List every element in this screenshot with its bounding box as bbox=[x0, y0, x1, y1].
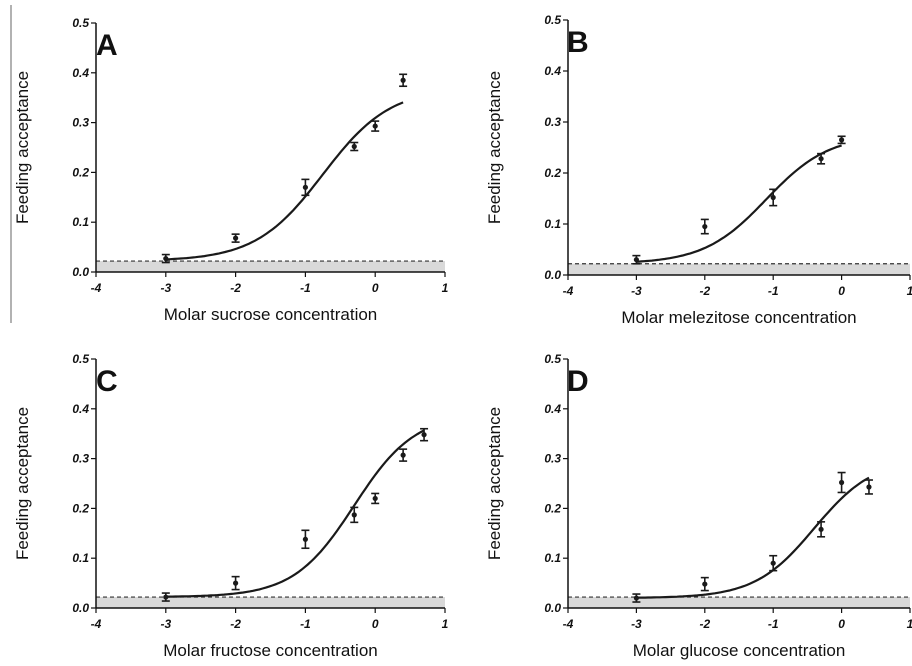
x-tick-label: -3 bbox=[160, 281, 171, 295]
x-tick-label: 0 bbox=[372, 617, 379, 631]
y-tick-label: 0.5 bbox=[72, 352, 89, 366]
y-tick-label: 0.0 bbox=[72, 601, 89, 615]
y-tick-label: 0.2 bbox=[72, 165, 89, 179]
panel-letter: C bbox=[96, 365, 118, 398]
y-tick-label: 0.3 bbox=[72, 116, 89, 130]
x-tick-label: -2 bbox=[230, 281, 241, 295]
panel-b: 0.0 0.1 0.2 0.3 0.4 0.5 -4 -3 -2 -1 0 1 B Molar melez… bbox=[485, 13, 912, 327]
data-point bbox=[634, 595, 639, 600]
data-point bbox=[163, 594, 168, 599]
x-tick-label: -3 bbox=[631, 617, 642, 631]
x-tick-label: 1 bbox=[907, 284, 912, 298]
y-tick-label: 0.0 bbox=[544, 601, 561, 615]
data-point bbox=[401, 453, 406, 458]
panel-letter: D bbox=[567, 365, 589, 398]
data-point bbox=[634, 257, 639, 262]
fit-curve bbox=[166, 430, 424, 596]
fit-curve bbox=[636, 145, 841, 261]
y-tick-label: 0.3 bbox=[544, 452, 561, 466]
data-point bbox=[373, 123, 378, 128]
y-tick-label: 0.5 bbox=[544, 13, 561, 27]
fit-curve bbox=[166, 102, 403, 259]
panel-letter: B bbox=[567, 26, 589, 59]
x-tick-label: -1 bbox=[300, 617, 311, 631]
data-point bbox=[839, 137, 844, 142]
data-point bbox=[771, 561, 776, 566]
baseline-band bbox=[568, 597, 910, 608]
y-axis-label: Feeding acceptance bbox=[485, 407, 504, 560]
panel-c: 0.0 0.1 0.2 0.3 0.4 0.5 -4 -3 -2 -1 0 1 C Molar fruct… bbox=[13, 352, 449, 660]
data-point bbox=[352, 144, 357, 149]
x-tick-label: 0 bbox=[372, 281, 379, 295]
data-point bbox=[401, 78, 406, 83]
y-tick-label: 0.3 bbox=[72, 452, 89, 466]
panel-letter: A bbox=[96, 29, 118, 62]
data-point bbox=[163, 256, 168, 261]
y-tick-label: 0.1 bbox=[544, 551, 561, 565]
data-point bbox=[866, 484, 871, 489]
x-tick-label: 0 bbox=[838, 284, 845, 298]
fit-curve bbox=[636, 478, 869, 598]
y-axis-label: Feeding acceptance bbox=[485, 71, 504, 224]
y-tick-label: 0.2 bbox=[544, 166, 561, 180]
data-point bbox=[839, 480, 844, 485]
data-point bbox=[303, 185, 308, 190]
x-tick-label: -1 bbox=[768, 284, 779, 298]
y-tick-label: 0.2 bbox=[72, 501, 89, 515]
y-axis-label: Feeding acceptance bbox=[13, 407, 32, 560]
x-tick-label: -3 bbox=[160, 617, 171, 631]
data-point bbox=[702, 224, 707, 229]
x-tick-label: -4 bbox=[91, 281, 102, 295]
x-tick-label: -2 bbox=[230, 617, 241, 631]
x-axis-label: Molar melezitose concentration bbox=[621, 308, 856, 327]
y-tick-label: 0.0 bbox=[72, 265, 89, 279]
y-tick-label: 0.1 bbox=[72, 215, 89, 229]
data-point bbox=[771, 195, 776, 200]
y-tick-label: 0.4 bbox=[72, 66, 89, 80]
x-tick-label: 1 bbox=[442, 617, 449, 631]
y-tick-label: 0.1 bbox=[72, 551, 89, 565]
y-tick-label: 0.4 bbox=[544, 64, 561, 78]
y-axis-label: Feeding acceptance bbox=[13, 71, 32, 224]
y-tick-label: 0.5 bbox=[72, 16, 89, 30]
x-tick-label: -4 bbox=[563, 284, 574, 298]
baseline-band bbox=[568, 264, 910, 275]
data-point bbox=[233, 236, 238, 241]
x-tick-label: -2 bbox=[699, 284, 710, 298]
data-point bbox=[702, 581, 707, 586]
x-axis-label: Molar glucose concentration bbox=[633, 641, 846, 660]
panel-a: 0.0 0.1 0.2 0.3 0.4 0.5 -4 -3 -2 -1 0 1 A Molar sucro… bbox=[13, 16, 449, 324]
data-point bbox=[818, 527, 823, 532]
y-tick-label: 0.3 bbox=[544, 115, 561, 129]
y-tick-label: 0.0 bbox=[544, 268, 561, 282]
x-tick-label: -4 bbox=[91, 617, 102, 631]
y-tick-label: 0.4 bbox=[544, 402, 561, 416]
y-tick-label: 0.1 bbox=[544, 217, 561, 231]
x-axis-label: Molar fructose concentration bbox=[163, 641, 378, 660]
x-axis-label: Molar sucrose concentration bbox=[164, 305, 378, 324]
baseline-band bbox=[96, 597, 445, 608]
x-tick-label: -2 bbox=[699, 617, 710, 631]
data-point bbox=[818, 156, 823, 161]
baseline-band bbox=[96, 261, 445, 272]
x-tick-label: -1 bbox=[300, 281, 311, 295]
data-point bbox=[233, 581, 238, 586]
x-tick-label: -3 bbox=[631, 284, 642, 298]
x-tick-label: -1 bbox=[768, 617, 779, 631]
x-tick-label: 1 bbox=[442, 281, 449, 295]
x-tick-label: -4 bbox=[563, 617, 574, 631]
y-tick-label: 0.2 bbox=[544, 501, 561, 515]
data-point bbox=[303, 537, 308, 542]
data-point bbox=[373, 496, 378, 501]
y-tick-label: 0.4 bbox=[72, 402, 89, 416]
data-point bbox=[421, 432, 426, 437]
y-tick-label: 0.5 bbox=[544, 352, 561, 366]
data-point bbox=[352, 512, 357, 517]
x-tick-label: 0 bbox=[838, 617, 845, 631]
x-tick-label: 1 bbox=[907, 617, 912, 631]
panel-d: 0.0 0.1 0.2 0.3 0.4 0.5 -4 -3 -2 -1 0 1 D Molar gluco… bbox=[485, 352, 912, 660]
